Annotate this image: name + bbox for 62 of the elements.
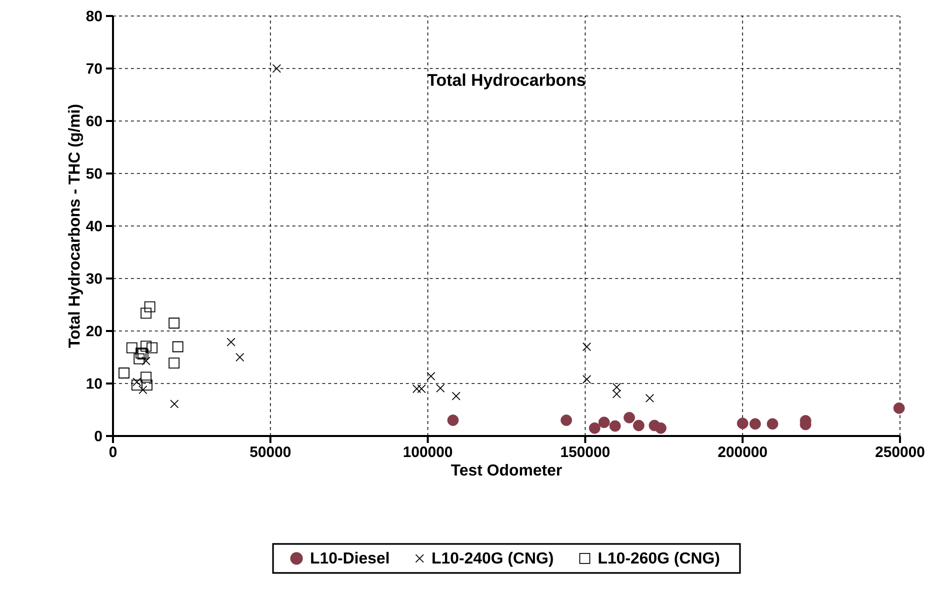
- point: [134, 353, 145, 364]
- point: [645, 394, 654, 403]
- y-tick-label: 0: [94, 430, 102, 442]
- x-axis-title: Test Odometer: [451, 464, 562, 476]
- x-tick-label: 250000: [876, 446, 924, 458]
- x-tick-label: 150000: [561, 446, 610, 458]
- y-tick-label: 10: [86, 378, 102, 389]
- point: [609, 420, 621, 432]
- point: [172, 341, 184, 352]
- legend-label: L10-240G (CNG): [432, 552, 553, 567]
- point: [138, 385, 148, 394]
- y-tick-label: 50: [86, 168, 102, 179]
- point: [588, 422, 600, 434]
- point: [447, 414, 459, 426]
- y-tick-label: 60: [86, 116, 102, 126]
- point: [140, 340, 152, 352]
- y-tick-label: 20: [86, 326, 102, 336]
- point: [140, 308, 152, 319]
- x-tick-label: 100000: [404, 446, 452, 458]
- point: [118, 368, 130, 378]
- point: [131, 380, 142, 391]
- point: [436, 384, 445, 393]
- x-tick-label: 0: [109, 446, 117, 458]
- y-axis-title: Total Hydrocarbons - THC (g/mi): [68, 104, 84, 348]
- x-tick-label: 200000: [718, 446, 767, 458]
- point: [146, 342, 158, 354]
- point: [560, 414, 572, 426]
- point: [624, 412, 635, 424]
- point: [144, 301, 156, 312]
- point: [893, 402, 905, 414]
- point: [582, 374, 592, 384]
- point: [452, 392, 460, 400]
- point: [612, 382, 622, 392]
- x-tick-label: 50000: [250, 446, 291, 458]
- legend-label: L10-260G (CNG): [598, 552, 720, 567]
- point: [168, 358, 180, 368]
- point: [272, 64, 282, 73]
- point: [132, 378, 142, 386]
- point: [750, 418, 761, 430]
- point: [412, 384, 422, 394]
- point: [126, 342, 138, 354]
- point: [598, 416, 610, 428]
- point: [168, 318, 180, 329]
- legend-label: L10-Diesel: [311, 552, 389, 564]
- point: [142, 356, 150, 366]
- point: [655, 422, 666, 434]
- y-tick-label: 70: [86, 63, 102, 74]
- point: [417, 384, 426, 394]
- y-tick-label: 30: [86, 273, 102, 284]
- point: [226, 338, 236, 346]
- point: [612, 390, 622, 398]
- text: Total Hydrocarbons: [427, 74, 586, 90]
- point: [633, 420, 644, 432]
- point: [736, 418, 748, 430]
- point: [236, 352, 244, 362]
- y-tick-label: 40: [86, 220, 102, 232]
- point: [170, 400, 179, 408]
- y-tick-label: 80: [86, 10, 102, 22]
- point: [140, 372, 152, 383]
- point: [766, 418, 778, 430]
- point: [582, 342, 592, 352]
- point: [426, 372, 436, 380]
